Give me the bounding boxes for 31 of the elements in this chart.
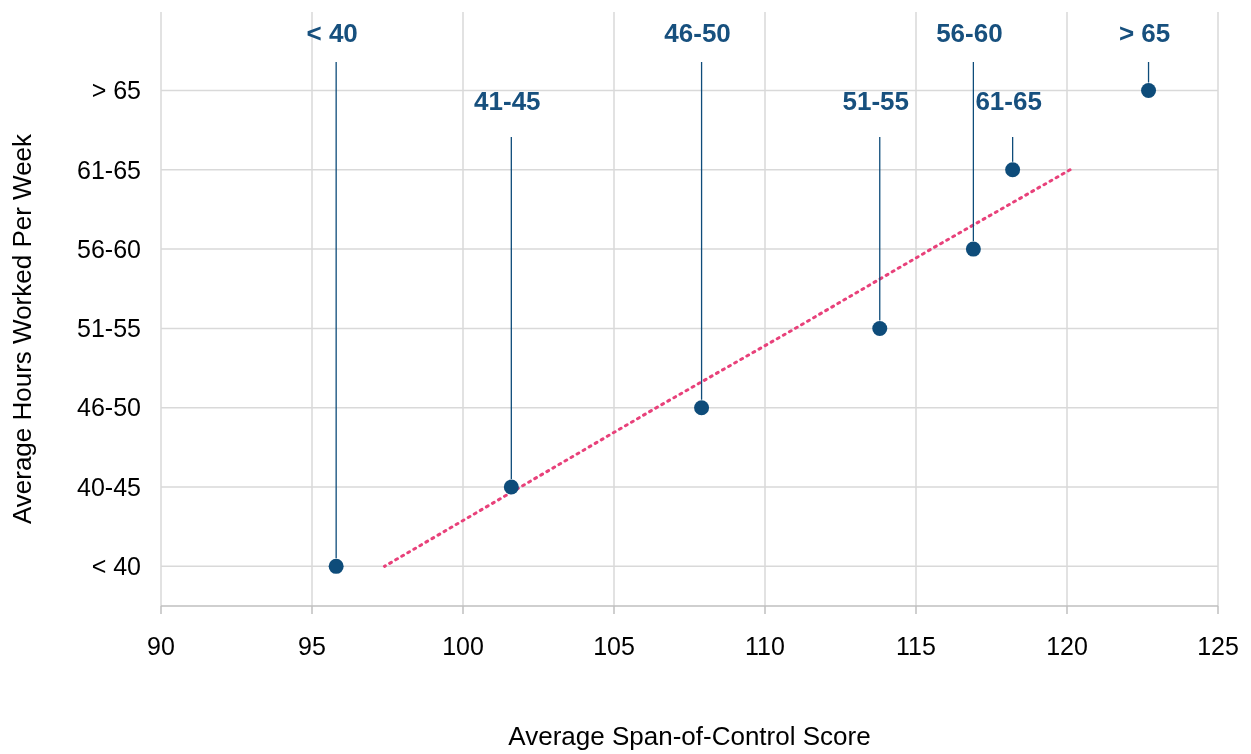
y-tick-label: 61-65 — [77, 155, 141, 184]
annotation: > 65 — [1118, 18, 1171, 48]
y-tick-label: 46-50 — [77, 393, 141, 422]
x-tick-label: 105 — [593, 632, 635, 660]
annotation: 41-45 — [474, 86, 541, 116]
x-tick-label: 120 — [1046, 632, 1088, 660]
annotation: 61-65 — [975, 86, 1042, 116]
point — [1141, 83, 1157, 99]
y-tick-label: < 40 — [91, 552, 141, 581]
annotation: 56-60 — [936, 18, 1003, 48]
point — [694, 400, 710, 416]
annotation: < 40 — [306, 18, 358, 48]
y-axis-title: Average Hours Worked Per Week — [7, 132, 37, 525]
point — [503, 479, 519, 495]
x-tick-label: 90 — [147, 632, 175, 660]
x-tick-label: 110 — [745, 632, 785, 660]
x-tick-label: 115 — [896, 632, 936, 660]
y-tick-label: 56-60 — [77, 234, 141, 263]
y-tick-label: 40-45 — [77, 472, 141, 501]
y-tick-label: > 65 — [91, 76, 141, 105]
x-tick-label: 100 — [442, 632, 484, 660]
y-tick-label: 51-55 — [77, 314, 141, 343]
point — [965, 241, 981, 257]
annotation: 51-55 — [842, 86, 910, 116]
point — [872, 320, 888, 336]
x-tick-label: 125 — [1197, 632, 1239, 660]
annotation: 46-50 — [664, 18, 731, 48]
x-axis-title: Average Span-of-Control Score — [508, 721, 871, 751]
point — [328, 558, 344, 574]
x-tick-label: 95 — [298, 632, 326, 660]
point — [1005, 162, 1021, 178]
